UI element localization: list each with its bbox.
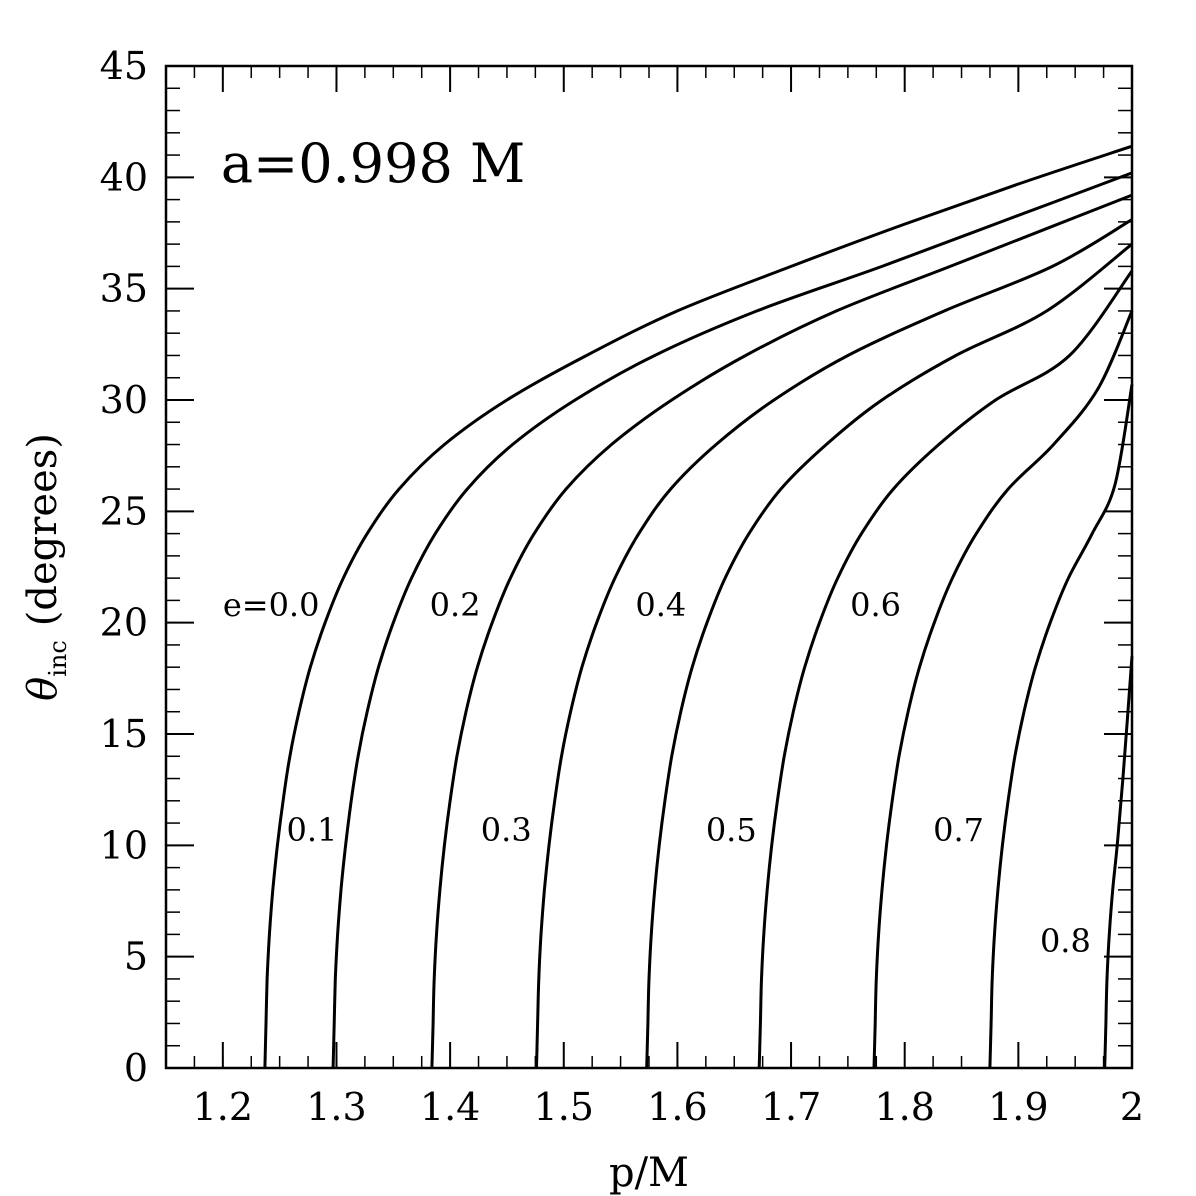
curve-label: 0.7 bbox=[933, 811, 984, 849]
x-tick-label: 1.6 bbox=[647, 1085, 707, 1129]
curve-label: 0.1 bbox=[286, 811, 337, 849]
curve-label: 0.5 bbox=[706, 811, 757, 849]
curve-e-7 bbox=[988, 384, 1134, 1069]
curve-e-0 bbox=[263, 144, 1133, 1069]
x-tick-label: 1.2 bbox=[193, 1085, 253, 1129]
x-tick-label: 1.8 bbox=[874, 1085, 934, 1129]
y-tick-label: 10 bbox=[100, 823, 148, 867]
curve-label: 0.4 bbox=[635, 586, 686, 624]
x-tick-label: 2 bbox=[1120, 1085, 1144, 1129]
y-tick-label: 30 bbox=[100, 378, 148, 422]
curve-label: 0.6 bbox=[850, 586, 901, 624]
y-tick-label: 45 bbox=[100, 44, 148, 88]
curve-label: 0.8 bbox=[1040, 922, 1091, 960]
y-tick-label: 20 bbox=[100, 601, 148, 645]
plot-frame bbox=[164, 64, 1134, 1070]
curve-e-8 bbox=[1103, 655, 1134, 1069]
y-tick-label: 0 bbox=[124, 1046, 148, 1090]
x-tick-label: 1.5 bbox=[534, 1085, 594, 1129]
curve-label: 0.3 bbox=[481, 811, 532, 849]
y-axis-label: θinc (degrees) bbox=[20, 433, 72, 701]
x-tick-label: 1.7 bbox=[761, 1085, 821, 1129]
y-tick-label: 5 bbox=[124, 935, 148, 979]
y-axis-label-subscript: inc bbox=[44, 640, 72, 677]
y-tick-label: 40 bbox=[100, 155, 148, 199]
x-axis-label: p/M bbox=[609, 1150, 689, 1196]
x-tick-label: 1.9 bbox=[988, 1085, 1048, 1129]
y-tick-label: 25 bbox=[100, 489, 148, 533]
curve-labels: e=0.0 0.1 0.2 0.3 0.4 0.5 0.6 0.7 0.8 bbox=[223, 586, 1091, 960]
major-ticks bbox=[166, 65, 1133, 1069]
curve-e-2 bbox=[430, 193, 1133, 1069]
curve-e-5 bbox=[757, 270, 1134, 1069]
y-tick-label: 15 bbox=[100, 712, 148, 756]
curve-label: e=0.0 bbox=[223, 586, 320, 624]
y-tick-labels: 0 5 10 15 20 25 30 35 40 45 bbox=[100, 44, 148, 1090]
spin-annotation: a=0.998 M bbox=[221, 132, 526, 195]
y-axis-label-symbol: θ bbox=[20, 677, 66, 701]
curve-e-1 bbox=[331, 171, 1133, 1069]
curve-e-4 bbox=[645, 242, 1133, 1069]
curve-label: 0.2 bbox=[430, 586, 481, 624]
x-tick-label: 1.3 bbox=[306, 1085, 366, 1129]
x-tick-label: 1.4 bbox=[420, 1085, 480, 1129]
x-tick-labels: 1.2 1.3 1.4 1.5 1.6 1.7 1.8 1.9 2 bbox=[193, 1085, 1144, 1129]
minor-ticks bbox=[165, 65, 1133, 1069]
curve-e-6 bbox=[872, 310, 1134, 1069]
curve-e-3 bbox=[535, 218, 1133, 1069]
y-axis-label-rest: (degrees) bbox=[20, 433, 66, 626]
y-tick-label: 35 bbox=[100, 267, 148, 311]
curves bbox=[263, 144, 1134, 1069]
